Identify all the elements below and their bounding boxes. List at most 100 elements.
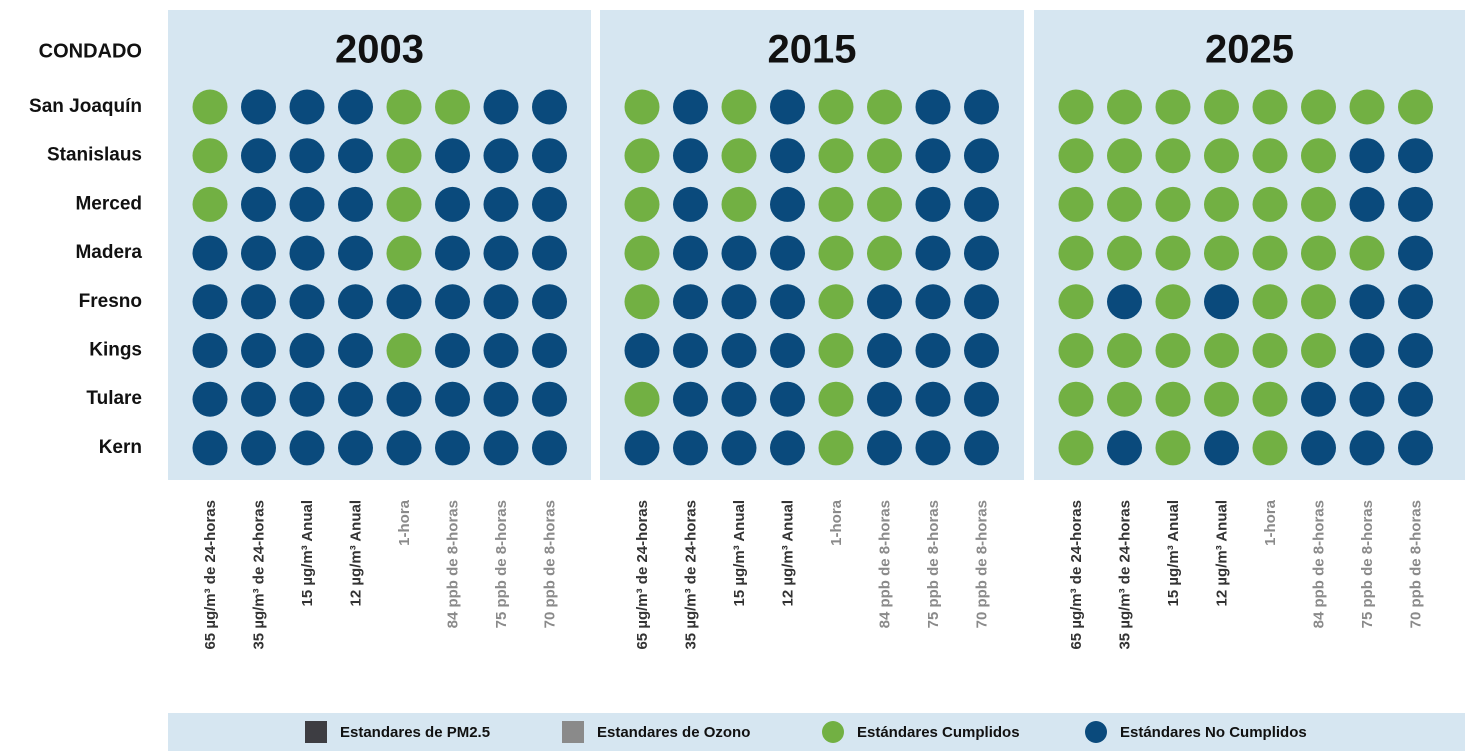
status-dot <box>1398 186 1433 222</box>
status-dot <box>915 430 951 466</box>
status-dot <box>1252 186 1288 222</box>
status-dot <box>483 381 519 417</box>
status-dot <box>386 89 422 125</box>
standard-label: 35 µg/m³ de 24-horas <box>250 500 267 650</box>
status-dot <box>532 186 567 222</box>
status-dot <box>624 430 660 466</box>
status-dot <box>770 430 805 466</box>
status-dot <box>721 138 757 174</box>
status-dot <box>192 333 228 368</box>
status-dot <box>1349 138 1385 174</box>
status-dot <box>386 381 422 417</box>
status-dot <box>964 138 999 174</box>
status-dot <box>338 284 373 320</box>
status-dot <box>867 138 902 174</box>
status-dot <box>1398 89 1433 125</box>
panel <box>168 10 591 480</box>
status-dot <box>867 430 902 466</box>
status-dot <box>192 89 228 125</box>
status-dot <box>1301 333 1336 368</box>
status-dot <box>673 89 708 125</box>
status-dot <box>1301 89 1336 125</box>
standard-label: 35 µg/m³ de 24-horas <box>682 500 699 650</box>
status-dot <box>289 89 325 125</box>
status-dot <box>435 333 470 368</box>
panel-year: 2015 <box>768 28 857 72</box>
status-dot <box>289 235 325 271</box>
standard-label: 1-hora <box>1262 499 1279 546</box>
status-dot <box>241 138 276 174</box>
county-label: Fresno <box>79 291 142 312</box>
legend-swatch <box>1085 721 1107 743</box>
status-dot <box>818 89 854 125</box>
status-dot <box>1252 138 1288 174</box>
status-dot <box>435 186 470 222</box>
status-dot <box>624 235 660 271</box>
status-dot <box>338 381 373 417</box>
status-dot <box>1058 235 1094 271</box>
status-dot <box>964 430 999 466</box>
status-dot <box>770 186 805 222</box>
county-label: San Joaquín <box>29 96 142 117</box>
standard-label: 1-hora <box>396 499 413 546</box>
status-dot <box>386 284 422 320</box>
status-dot <box>770 333 805 368</box>
status-dot <box>818 333 854 368</box>
standard-label: 84 ppb de 8-horas <box>1310 500 1327 628</box>
standard-label: 84 ppb de 8-horas <box>876 500 893 628</box>
status-dot <box>241 333 276 368</box>
status-dot <box>1398 284 1433 320</box>
county-label: Merced <box>75 193 142 214</box>
panel-year: 2025 <box>1205 28 1294 72</box>
status-dot <box>1107 381 1142 417</box>
status-dot <box>1398 333 1433 368</box>
status-dot <box>192 284 228 320</box>
standard-label: 75 ppb de 8-horas <box>493 500 510 628</box>
status-dot <box>483 430 519 466</box>
status-dot <box>241 284 276 320</box>
status-dot <box>1204 89 1239 125</box>
status-dot <box>435 430 470 466</box>
status-dot <box>1301 235 1336 271</box>
status-dot <box>964 381 999 417</box>
status-dot <box>964 186 999 222</box>
status-dot <box>624 89 660 125</box>
status-dot <box>721 89 757 125</box>
standard-label: 15 µg/m³ Anual <box>731 500 748 606</box>
status-dot <box>483 284 519 320</box>
status-dot <box>1058 89 1094 125</box>
status-dot <box>532 235 567 271</box>
status-dot <box>435 381 470 417</box>
status-dot <box>673 138 708 174</box>
status-dot <box>624 381 660 417</box>
status-dot <box>289 284 325 320</box>
status-dot <box>915 235 951 271</box>
status-dot <box>1107 333 1142 368</box>
standard-label: 70 ppb de 8-horas <box>973 500 990 628</box>
status-dot <box>1252 284 1288 320</box>
status-dot <box>1252 333 1288 368</box>
status-dot <box>1349 333 1385 368</box>
status-dot <box>1058 284 1094 320</box>
status-dot <box>1155 381 1191 417</box>
status-dot <box>915 186 951 222</box>
status-dot <box>1349 89 1385 125</box>
status-dot <box>1155 138 1191 174</box>
status-dot <box>192 381 228 417</box>
status-dot <box>818 138 854 174</box>
status-dot <box>1301 284 1336 320</box>
status-dot <box>483 89 519 125</box>
status-dot <box>964 235 999 271</box>
status-dot <box>386 235 422 271</box>
status-dot <box>1349 186 1385 222</box>
status-dot <box>338 430 373 466</box>
status-dot <box>338 138 373 174</box>
status-dot <box>915 138 951 174</box>
status-dot <box>867 235 902 271</box>
status-dot <box>867 381 902 417</box>
status-dot <box>1107 89 1142 125</box>
status-dot <box>241 381 276 417</box>
status-dot <box>1252 430 1288 466</box>
status-dot <box>532 430 567 466</box>
legend-swatch <box>562 721 584 743</box>
